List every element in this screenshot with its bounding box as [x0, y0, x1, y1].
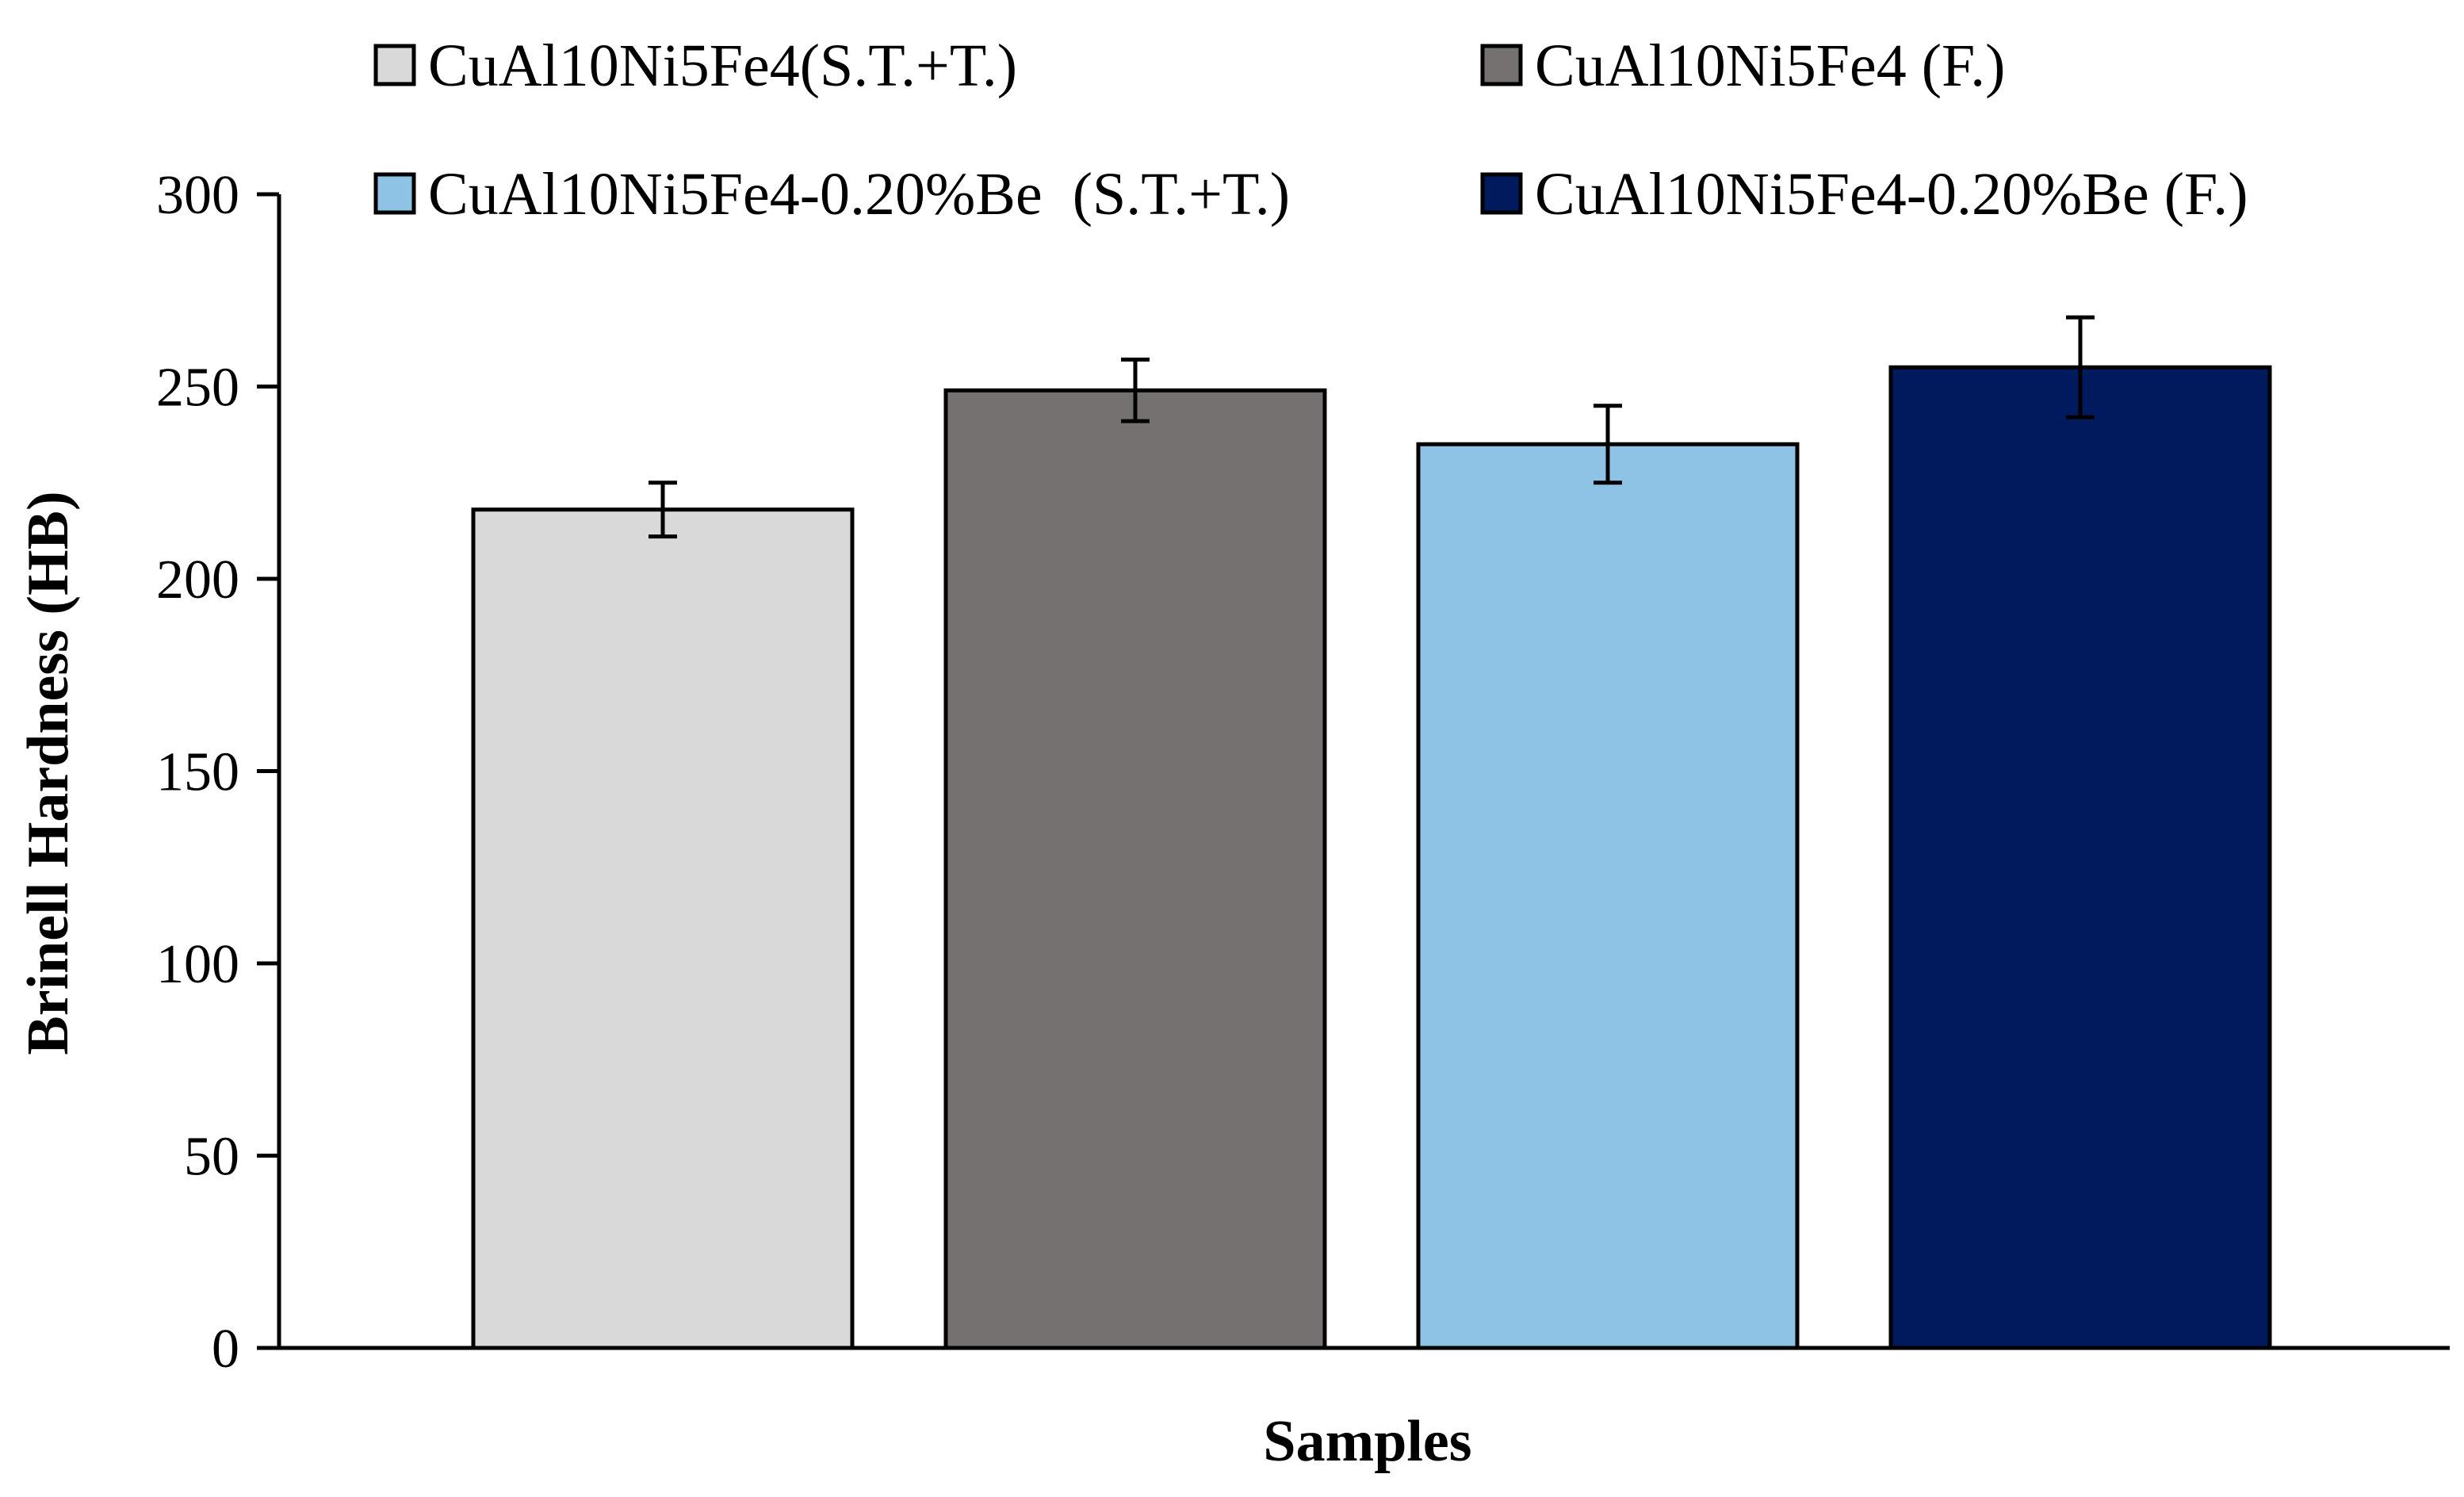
legend-swatch-4 — [1480, 172, 1523, 215]
bar-2 — [943, 388, 1327, 1350]
y-axis-title: Brinell Hardness (HB) — [16, 491, 81, 1055]
bar-1 — [471, 507, 855, 1350]
legend: CuAl10Ni5Fe4(S.T.+T.) CuAl10Ni5Fe4 (F.) Cu… — [373, 33, 2248, 228]
y-tick-label-150: 150 — [156, 742, 239, 803]
y-tick-label-300: 300 — [156, 165, 239, 226]
y-tick-label-250: 250 — [156, 358, 239, 419]
y-tick-label-100: 100 — [156, 934, 239, 995]
error-bars — [649, 315, 2095, 539]
legend-label-4: CuAl10Ni5Fe4-0.20%Be (F.) — [1535, 161, 2248, 228]
legend-label-3: CuAl10Ni5Fe4-0.20%Be (S.T.+T.) — [428, 161, 1290, 228]
bar-3 — [1416, 442, 1800, 1350]
y-tick-label-200: 200 — [156, 549, 239, 611]
bars — [471, 365, 2272, 1350]
legend-swatch-1 — [373, 44, 416, 86]
legend-swatch-2 — [1480, 44, 1523, 86]
y-ticks: 0 50 100 150 200 250 300 — [156, 165, 279, 1380]
x-axis-title: Samples — [1263, 1409, 1471, 1474]
legend-label-1: CuAl10Ni5Fe4(S.T.+T.) — [428, 33, 1017, 99]
y-tick-label-0: 0 — [212, 1319, 239, 1380]
legend-swatch-3 — [373, 172, 416, 215]
legend-label-2: CuAl10Ni5Fe4 (F.) — [1535, 33, 2006, 99]
y-tick-label-50: 50 — [184, 1127, 239, 1188]
bar-4 — [1888, 365, 2272, 1350]
